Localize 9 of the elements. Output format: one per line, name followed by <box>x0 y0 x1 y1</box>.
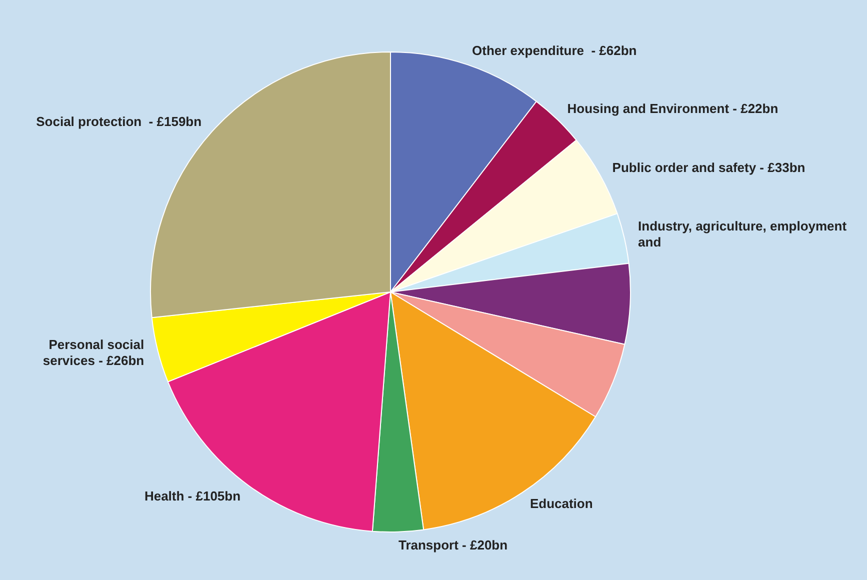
slice-label: Public order and safety - £33bn <box>612 160 806 175</box>
slice-label: Industry, agriculture, employment and <box>638 218 848 250</box>
slice-label: Education <box>530 496 593 511</box>
slice-label: Transport - £20bn <box>398 537 508 552</box>
slice-label: Other expenditure - £62bn <box>472 43 637 58</box>
slice-label: Health - £105bn <box>144 488 241 504</box>
slice-label: Housing and Environment - £22bn <box>567 101 778 116</box>
slice-label: Social protection - £159bn <box>36 114 202 129</box>
slice-label: Personal social services - £26bn <box>42 337 144 368</box>
